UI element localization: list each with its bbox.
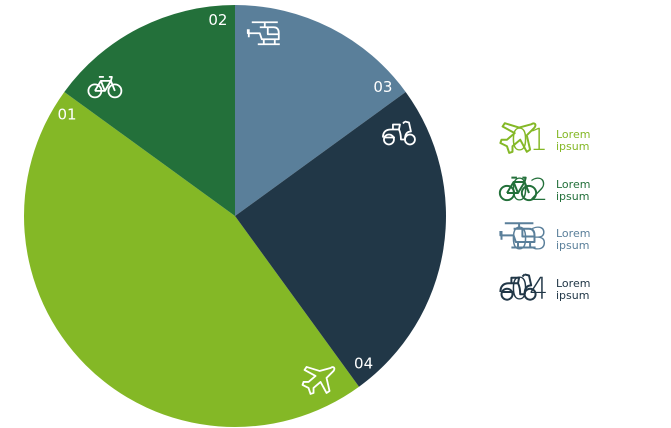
legend-icon <box>499 222 537 249</box>
legend-item: 04Lorem ipsum <box>498 270 596 310</box>
legend-label: Lorem ipsum <box>556 128 591 153</box>
icon <box>499 272 537 301</box>
pie-slice <box>23 91 360 428</box>
pie-slice <box>235 91 446 387</box>
legend-icon <box>498 176 538 201</box>
slice-label: 02 <box>208 11 227 29</box>
icon <box>498 176 538 201</box>
legend-label: Lorem ipsum <box>556 227 591 252</box>
legend-item: 03 Lorem ipsum <box>498 220 596 260</box>
legend-icon <box>499 272 537 301</box>
pie-slice <box>235 5 406 216</box>
slice-label: 04 <box>354 354 373 372</box>
slice-label: 03 <box>373 78 392 96</box>
legend-item: 01 Lorem ipsum <box>498 121 596 161</box>
pie-slice <box>64 4 235 216</box>
legend-label: Lorem ipsum <box>556 177 591 203</box>
legend-label: Lorem ipsum <box>556 276 591 302</box>
legend-icon <box>499 122 537 154</box>
slice-label: 01 <box>57 106 76 124</box>
icon <box>499 122 537 154</box>
legend-item: 02 Lorem ipsum <box>498 171 596 211</box>
icon <box>499 222 537 249</box>
